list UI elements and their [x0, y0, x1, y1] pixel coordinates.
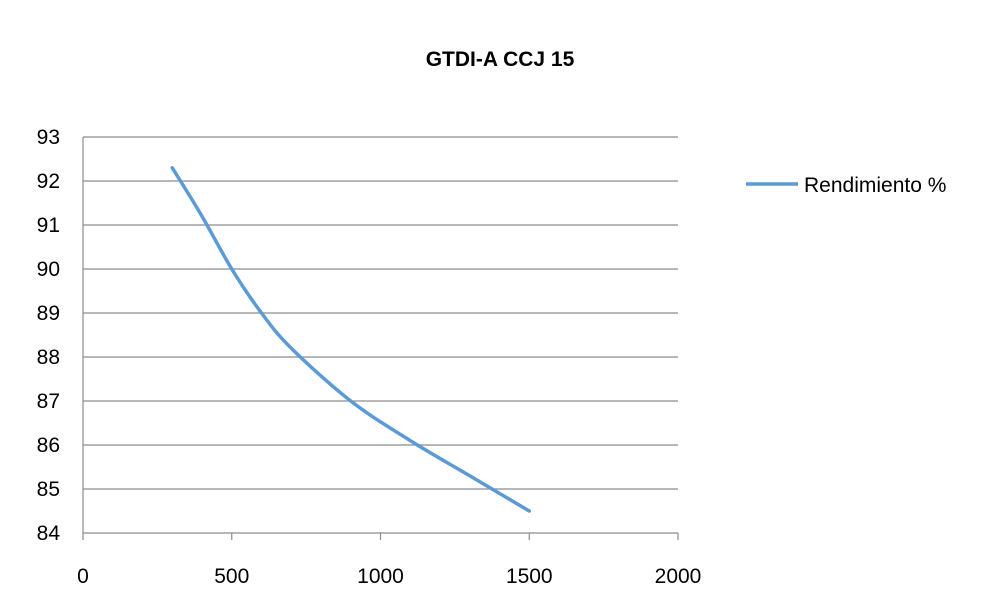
- legend: Rendimiento %: [746, 174, 946, 197]
- x-tick-label: 1000: [357, 565, 404, 588]
- x-tick-label: 2000: [655, 565, 702, 588]
- x-tick-label: 1500: [506, 565, 553, 588]
- y-tick-label: 92: [37, 170, 60, 193]
- y-tick-label: 86: [37, 434, 60, 457]
- y-tick-label: 91: [37, 214, 60, 237]
- y-tick-label: 93: [37, 126, 60, 149]
- series-line-rendimiento: [170, 166, 531, 513]
- y-tick-label: 90: [37, 258, 60, 281]
- gridlines: [83, 136, 678, 534]
- tick-labels: 84 85 86 87 88 89 90 91 92 93 0 500 1000 1500 2000: [37, 126, 702, 588]
- y-tick-label: 89: [37, 302, 60, 325]
- legend-label: Rendimiento %: [804, 174, 946, 197]
- chart-title: GTDI-A CCJ 15: [426, 48, 575, 71]
- x-tick-label: 500: [214, 565, 249, 588]
- x-tick-label: 0: [77, 565, 89, 588]
- y-tick-label: 88: [37, 346, 60, 369]
- y-tick-label: 84: [37, 522, 61, 545]
- y-tick-label: 85: [37, 478, 60, 501]
- series: [170, 166, 531, 513]
- axes: [82, 137, 679, 540]
- y-tick-label: 87: [37, 390, 60, 413]
